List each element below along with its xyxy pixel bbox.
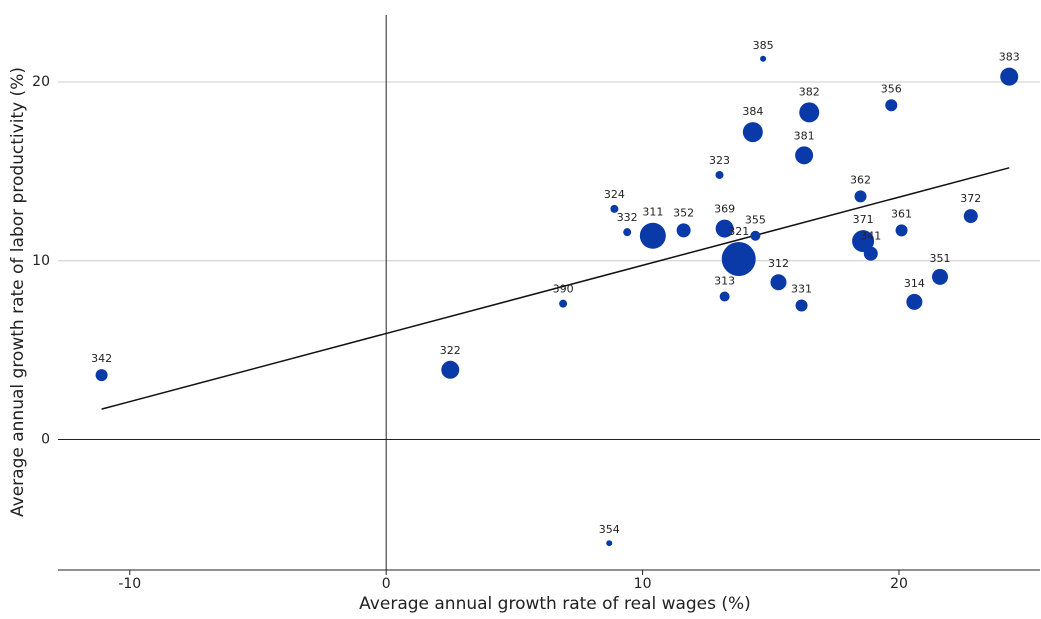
bubble [441,360,460,379]
point-label: 341 [860,230,881,243]
point-label: 314 [904,277,925,290]
trend-line [101,167,1010,410]
bubble [610,204,619,213]
point-label: 385 [753,39,774,52]
y-tick-label: 0 [41,432,50,448]
bubble [721,241,756,276]
bubble [906,293,923,310]
bubble [852,230,875,253]
point-label: 382 [799,85,820,98]
bubble [885,99,898,112]
bubble [863,246,878,261]
bubble [715,219,734,238]
point-label: 356 [881,82,902,95]
x-tick-label: 0 [382,576,391,592]
point-label: 351 [930,252,951,265]
bubble [795,146,814,165]
bubble [770,274,787,291]
bubble [963,209,978,224]
bubble [895,224,908,237]
point-label: 381 [794,129,815,142]
bubble [795,299,808,312]
y-tick-label: 20 [32,74,50,90]
point-label: 331 [791,282,812,295]
point-label: 354 [599,523,620,536]
x-axis-label: Average annual growth rate of real wages… [359,594,751,614]
bubble [639,222,666,249]
bubble [719,291,730,302]
bubble [742,122,763,143]
bubble [95,369,108,382]
point-label: 324 [604,188,625,201]
point-label: 313 [714,275,735,288]
point-label: 362 [850,173,871,186]
bubble [606,540,613,547]
bubble [1000,67,1019,86]
point-label: 371 [853,213,874,226]
point-label: 342 [91,352,112,365]
x-tick-label: 20 [890,576,908,592]
point-label: 321 [728,225,749,238]
bubble [932,268,949,285]
point-label: 355 [745,214,766,227]
point-label: 323 [709,154,730,167]
point-label: 312 [768,257,789,270]
point-label: 390 [553,283,574,296]
point-label: 384 [742,105,763,118]
point-label: 352 [673,206,694,219]
bubble [676,223,691,238]
bubble [715,170,724,179]
bubble [559,299,568,308]
point-label: 361 [891,207,912,220]
x-tick-label: 10 [634,576,652,592]
point-label: 322 [440,344,461,357]
point-label: 332 [617,211,638,224]
point-label: 311 [642,206,663,219]
bubble [799,102,820,123]
bubble [750,230,761,241]
point-label: 369 [714,203,735,216]
bubble [760,55,767,62]
point-label: 383 [999,51,1020,64]
x-tick-label: -10 [118,576,141,592]
y-axis-label: Average annual growth rate of labor prod… [8,67,28,517]
bubble [623,228,632,237]
y-tick-label: 10 [32,253,50,269]
point-label: 372 [960,192,981,205]
bubble [854,190,867,203]
